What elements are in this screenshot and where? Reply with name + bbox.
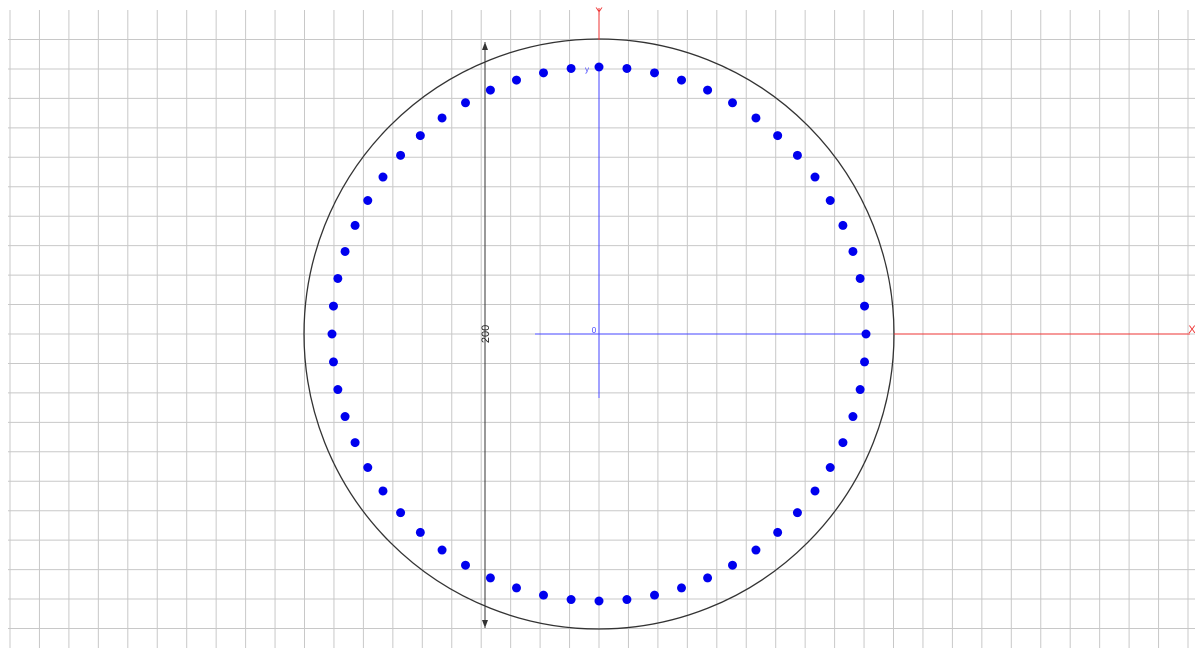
hole: [333, 385, 343, 395]
hole: [378, 172, 388, 182]
hole: [511, 583, 521, 593]
hole: [363, 196, 373, 205]
hole: [677, 583, 687, 593]
hole: [825, 196, 835, 205]
hole: [848, 246, 858, 256]
hole: [538, 590, 548, 600]
local-y-label: y: [585, 65, 589, 74]
hole: [328, 301, 338, 311]
hole: [861, 329, 871, 339]
dimension-label: 200: [480, 325, 492, 343]
hole: [333, 273, 343, 283]
hole: [340, 246, 350, 256]
hole: [378, 486, 388, 496]
hole: [622, 63, 632, 73]
hole: [703, 573, 713, 583]
hole: [622, 595, 632, 605]
hole: [396, 508, 406, 518]
hole: [340, 412, 350, 422]
hole: [566, 63, 576, 73]
grid: [8, 10, 1195, 648]
hole: [363, 463, 373, 472]
hole: [810, 486, 820, 496]
hole: [703, 85, 713, 95]
hole: [825, 463, 835, 472]
hole-pattern: [327, 62, 871, 606]
hole: [650, 590, 660, 600]
origin-label: 0: [592, 326, 597, 335]
hole: [566, 595, 576, 605]
hole: [838, 438, 848, 448]
hole: [485, 573, 495, 583]
hole: [751, 113, 761, 123]
hole: [773, 131, 783, 141]
hole: [511, 75, 521, 85]
hole: [594, 596, 604, 606]
hole: [838, 220, 848, 230]
hole: [594, 62, 604, 72]
hole: [350, 220, 360, 230]
hole: [396, 150, 406, 160]
hole: [437, 113, 447, 123]
hole: [855, 273, 865, 283]
hole: [751, 545, 761, 555]
hole: [538, 68, 548, 78]
hole: [848, 412, 858, 422]
hole: [437, 545, 447, 555]
hole: [350, 438, 360, 448]
hole: [677, 75, 687, 85]
hole: [415, 131, 425, 141]
hole: [860, 301, 870, 311]
hole: [485, 85, 495, 95]
hole: [810, 172, 820, 182]
x-axis-label: X: [1188, 324, 1195, 336]
hole: [728, 98, 737, 108]
hole: [728, 560, 737, 570]
hole: [773, 527, 783, 537]
hole: [461, 98, 470, 108]
hole: [327, 329, 337, 339]
hole: [860, 357, 870, 367]
hole: [792, 150, 802, 160]
hole: [415, 527, 425, 537]
hole: [792, 508, 802, 518]
hole: [328, 357, 338, 367]
hole: [650, 68, 660, 78]
y-axis-label: Y: [595, 6, 603, 18]
hole: [855, 385, 865, 395]
hole: [461, 560, 470, 570]
